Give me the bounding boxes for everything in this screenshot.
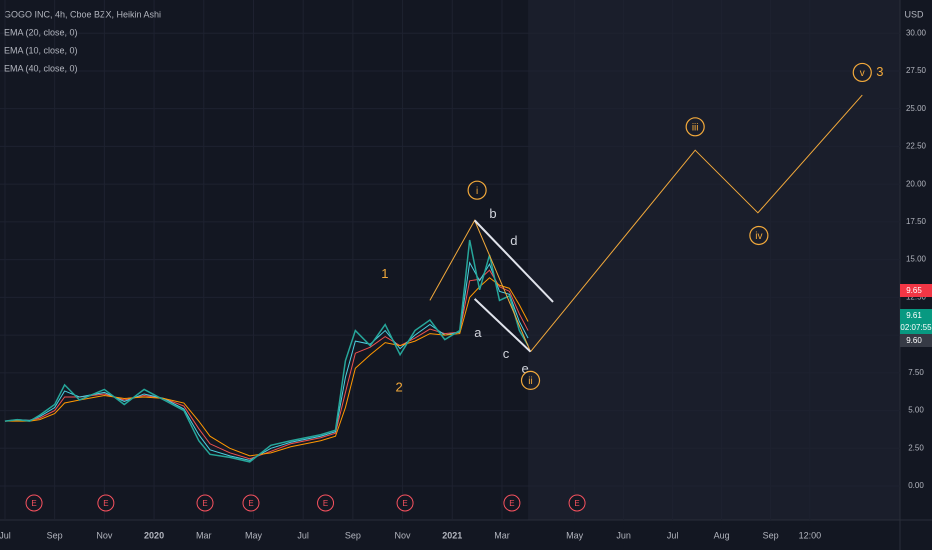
x-tick-label: May — [566, 530, 584, 540]
earnings-label: E — [248, 499, 253, 508]
x-tick-label: Mar — [494, 530, 510, 540]
wave-circle — [467, 180, 487, 200]
wave-label: d — [510, 233, 517, 248]
y-tick-label: 22.50 — [906, 142, 927, 151]
y-tick-label: 17.50 — [906, 217, 927, 226]
earnings-label: E — [509, 499, 514, 508]
wave-label: a — [474, 325, 482, 340]
y-tick-label: 30.00 — [906, 28, 927, 37]
drawing-line — [530, 94, 863, 353]
currency: USD — [904, 9, 924, 19]
earnings-marker — [503, 494, 521, 512]
wave-label: 1 — [381, 266, 388, 281]
x-tick-label: Jul — [667, 530, 679, 540]
wave-circle — [520, 370, 541, 390]
x-tick-label: 2020 — [144, 530, 164, 540]
y-tick-label: 15.00 — [906, 255, 927, 264]
line-series — [4, 277, 529, 457]
earnings-label: E — [574, 499, 579, 508]
x-tick-label: Nov — [96, 530, 113, 540]
wave-label: iii — [692, 122, 699, 133]
price-label: 9.60 — [906, 336, 922, 345]
earnings-marker — [25, 494, 43, 512]
earnings-marker — [396, 494, 414, 512]
y-tick-label: 25.00 — [906, 104, 927, 113]
earnings-marker — [317, 494, 335, 512]
countdown: 02:07:55 — [900, 323, 932, 332]
earnings-marker — [196, 494, 214, 512]
chart-title: GOGO INC, 4h, Cboe BZX, Heikin Ashi — [4, 9, 161, 19]
earnings-label: E — [31, 499, 36, 508]
x-tick-label: May — [245, 530, 263, 540]
y-tick-label: 5.00 — [908, 406, 924, 415]
x-tick-label: Jul — [297, 530, 309, 540]
wave-label: c — [503, 346, 510, 361]
x-tick-label: Sep — [763, 530, 779, 540]
x-tick-label: Jun — [616, 530, 631, 540]
price-label-box — [900, 309, 932, 335]
price-label: 9.61 — [906, 311, 922, 320]
drawing-line — [473, 298, 532, 353]
x-tick-label: Mar — [196, 530, 212, 540]
wave-circle — [685, 117, 705, 137]
earnings-label: E — [323, 499, 328, 508]
earnings-label: E — [103, 499, 108, 508]
wave-label: b — [489, 206, 496, 221]
x-tick-label: 2021 — [442, 530, 462, 540]
wave-label: iv — [755, 231, 762, 242]
y-tick-label: 20.00 — [906, 179, 927, 188]
y-tick-label: 0.00 — [908, 481, 924, 490]
price-label: 9.65 — [906, 286, 922, 295]
x-tick-label: Aug — [714, 530, 730, 540]
wave-label: e — [521, 361, 528, 376]
wave-circle — [749, 225, 769, 246]
price-label-box — [900, 334, 932, 347]
wave-label: 3 — [876, 64, 883, 79]
price-label-box — [900, 284, 932, 297]
earnings-label: E — [202, 499, 207, 508]
legend-entry: EMA (10, close, 0) — [4, 45, 78, 55]
earnings-label: E — [402, 499, 407, 508]
x-tick-label: Sep — [47, 530, 63, 540]
wave-circle — [852, 62, 872, 83]
earnings-marker — [568, 494, 586, 512]
earnings-marker — [97, 494, 115, 512]
legend-entry: EMA (40, close, 0) — [4, 63, 78, 73]
x-tick-label: Sep — [345, 530, 361, 540]
wave-label: 2 — [395, 379, 402, 394]
line-series — [4, 239, 529, 463]
y-tick-label: 2.50 — [908, 443, 924, 452]
x-tick-label: 12:00 — [799, 530, 822, 540]
x-tick-label: Jul — [0, 530, 11, 540]
wave-label: v — [860, 68, 865, 79]
x-tick-label: Nov — [395, 530, 412, 540]
earnings-marker — [242, 494, 260, 512]
legend-entry: EMA (20, close, 0) — [4, 27, 78, 37]
line-series — [4, 261, 529, 461]
wave-label: i — [476, 186, 478, 197]
y-tick-label: 27.50 — [906, 66, 927, 75]
y-tick-label: 7.50 — [908, 368, 924, 377]
drawing-line — [473, 219, 554, 303]
wave-label: ii — [528, 376, 532, 387]
